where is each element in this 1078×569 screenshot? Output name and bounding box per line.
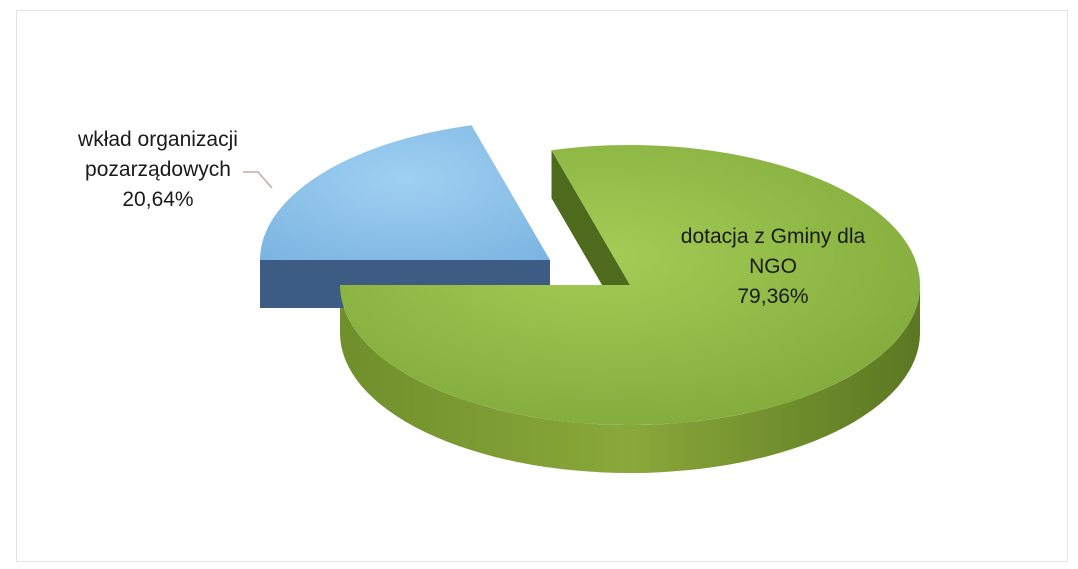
- leader-line: [243, 171, 273, 189]
- label-wklad-line2: pozarządowych: [85, 158, 231, 181]
- slice-dotacja: [340, 144, 920, 425]
- label-wklad-line1: wkład organizacji: [77, 128, 238, 151]
- slice-wklad: [260, 125, 550, 260]
- label-dotacja-line2: NGO: [749, 255, 797, 278]
- slice-side-dotacja: [340, 285, 920, 473]
- chart-frame: [16, 10, 1068, 562]
- label-dotacja-line1: dotacja z Gminy dla: [681, 225, 866, 248]
- value-label-wklad: 20,64%: [122, 188, 193, 211]
- value-label-dotacja: 79,36%: [737, 285, 808, 308]
